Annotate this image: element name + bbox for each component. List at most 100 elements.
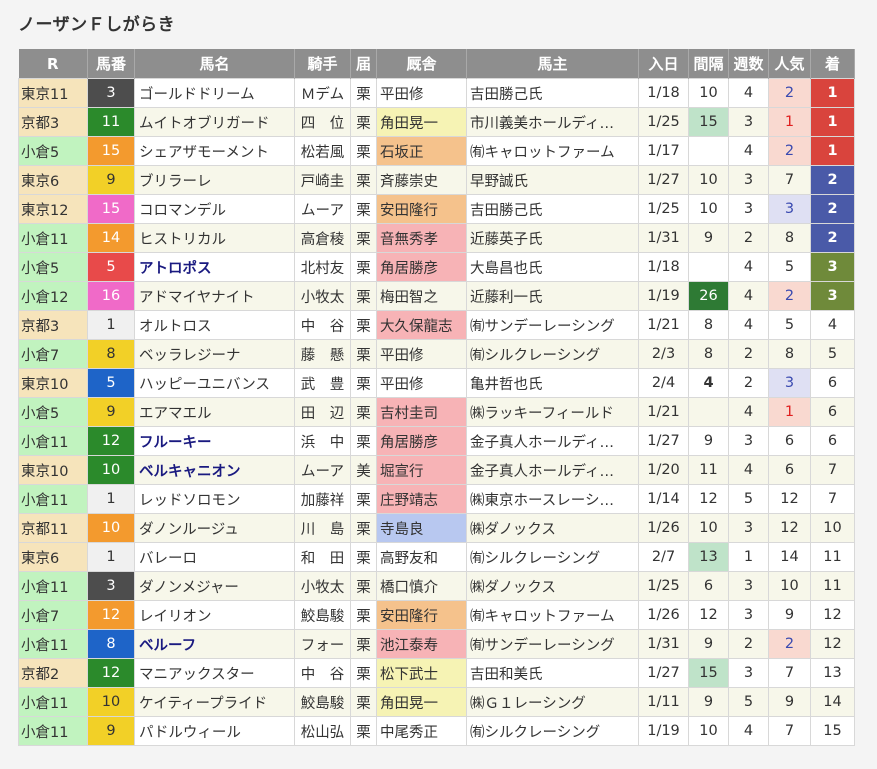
race-cell[interactable]: 小倉11 [18, 484, 88, 514]
horse-name-link[interactable]: ヒストリカル [134, 223, 295, 253]
race-cell[interactable]: 京都11 [18, 513, 88, 543]
header-horse-name[interactable]: 馬名 [134, 49, 295, 79]
table-row[interactable]: 東京12 15 コロマンデル ムーア栗安田隆行 吉田勝己氏 1/25 10 3 3 2 [18, 194, 855, 224]
horse-name-link[interactable]: フルーキー [134, 426, 295, 456]
table-row[interactable]: 小倉5 9 エアマエル田 辺栗吉村圭司 ㈱ラッキーフィールド 1/21 4 1 6 [18, 397, 855, 427]
interval-cell: 9 [688, 687, 729, 717]
horse-name-link[interactable]: レッドソロモン [134, 484, 295, 514]
race-cell[interactable]: 東京6 [18, 542, 88, 572]
table-row[interactable]: 東京10 5 ハッピーユニバンス武 豊栗平田修 亀井哲也氏 2/4 4 2 3 6 [18, 368, 855, 398]
finish-cell: 1 [810, 107, 855, 137]
stable-cell: 大久保龍志 [376, 310, 467, 340]
table-row[interactable]: 京都11 10 ダノンルージュ川 島栗寺島良 ㈱ダノックス 1/26 10 3 12 10 [18, 513, 855, 543]
race-cell[interactable]: 小倉5 [18, 136, 88, 166]
header-jockey[interactable]: 騎手 [294, 49, 351, 79]
horse-name-link[interactable]: ベルーフ [134, 629, 295, 659]
table-row[interactable]: 小倉11 8 ベルーフ フォー栗池江泰寿 ㈲サンデーレーシング 1/31 9 2 2 12 [18, 629, 855, 659]
table-row[interactable]: 小倉11 9 パドルウィール 松山弘栗中尾秀正 ㈲シルクレーシング 1/19 10 4 7 15 [18, 716, 855, 746]
horse-name-link[interactable]: ベルキャニオン [134, 455, 295, 485]
entry-date-cell: 1/18 [638, 252, 689, 282]
horse-name-link[interactable]: シェアザモーメント [134, 136, 295, 166]
todoke-cell: 栗 [350, 78, 377, 108]
entry-date-cell: 1/26 [638, 600, 689, 630]
table-row[interactable]: 小倉7 12 レイリオン 鮫島駿栗安田隆行 ㈲キャロットファーム 1/26 12 3 9 12 [18, 600, 855, 630]
table-row[interactable]: 小倉5 5 アトロポス 北村友栗角居勝彦 大島昌也氏 1/18 4 5 3 [18, 252, 855, 282]
table-row[interactable]: 小倉11 10 ケイティープライド 鮫島駿栗角田晃一 ㈱Ｇ１レーシング 1/11 9 5 9 14 [18, 687, 855, 717]
horse-name-link[interactable]: ダノンルージュ [134, 513, 295, 543]
race-cell[interactable]: 小倉12 [18, 281, 88, 311]
finish-cell: 11 [810, 542, 855, 572]
race-cell[interactable]: 東京11 [18, 78, 88, 108]
horse-name-link[interactable]: ダノンメジャー [134, 571, 295, 601]
header-interval[interactable]: 間隔 [688, 49, 729, 79]
horse-name-link[interactable]: マニアックスター [134, 658, 295, 688]
horse-name-link[interactable]: エアマエル [134, 397, 295, 427]
horse-name-link[interactable]: ムイトオブリガード [134, 107, 295, 137]
owner-cell: 大島昌也氏 [466, 252, 639, 282]
race-cell[interactable]: 京都3 [18, 107, 88, 137]
race-cell[interactable]: 小倉11 [18, 716, 88, 746]
owner-cell: 吉田勝己氏 [466, 194, 639, 224]
race-cell[interactable]: 小倉7 [18, 600, 88, 630]
race-cell[interactable]: 京都2 [18, 658, 88, 688]
horse-name-link[interactable]: ブリラーレ [134, 165, 295, 195]
header-race[interactable]: R [18, 49, 88, 79]
interval-cell: 12 [688, 600, 729, 630]
table-row[interactable]: 小倉11 12 フルーキー浜 中栗角居勝彦 金子真人ホールディ… 1/27 9 3 6 6 [18, 426, 855, 456]
race-cell[interactable]: 京都3 [18, 310, 88, 340]
owner-cell: 市川義美ホールディ… [466, 107, 639, 137]
owner-cell: ㈱Ｇ１レーシング [466, 687, 639, 717]
table-row[interactable]: 小倉7 8 ベッラレジーナ藤 懸栗平田修 ㈲シルクレーシング 2/3 8 2 8 5 [18, 339, 855, 369]
race-cell[interactable]: 小倉7 [18, 339, 88, 369]
popularity-cell: 12 [768, 484, 811, 514]
race-cell[interactable]: 小倉5 [18, 252, 88, 282]
horse-name-link[interactable]: レイリオン [134, 600, 295, 630]
table-row[interactable]: 京都3 11 ムイトオブリガード四 位栗角田晃一 市川義美ホールディ… 1/25 15 3 1… [18, 107, 855, 137]
horse-name-link[interactable]: バレーロ [134, 542, 295, 572]
horse-name-link[interactable]: ケイティープライド [134, 687, 295, 717]
table-row[interactable]: 小倉11 1 レッドソロモン 加藤祥栗庄野靖志 ㈱東京ホースレーシ… 1/14 12 5 12 7 [18, 484, 855, 514]
table-row[interactable]: 小倉12 16 アドマイヤナイト 小牧太栗梅田智之 近藤利一氏 1/19 26 4 2 3 [18, 281, 855, 311]
horse-name-link[interactable]: ハッピーユニバンス [134, 368, 295, 398]
race-cell[interactable]: 小倉11 [18, 571, 88, 601]
horse-name-link[interactable]: コロマンデル [134, 194, 295, 224]
race-cell[interactable]: 東京10 [18, 368, 88, 398]
header-owner[interactable]: 馬主 [466, 49, 639, 79]
horse-name-link[interactable]: アトロポス [134, 252, 295, 282]
horse-name-link[interactable]: ゴールドドリーム [134, 78, 295, 108]
table-row[interactable]: 小倉11 14 ヒストリカル 高倉稜栗音無秀孝 近藤英子氏 1/31 9 2 8 2 [18, 223, 855, 253]
header-entry-date[interactable]: 入日 [638, 49, 689, 79]
table-row[interactable]: 京都3 1 オルトロス中 谷栗大久保龍志 ㈲サンデーレーシング 1/21 8 4 5 4 [18, 310, 855, 340]
race-cell[interactable]: 小倉11 [18, 629, 88, 659]
umaban-cell: 5 [87, 368, 135, 398]
table-row[interactable]: 東京6 1 バレーロ和 田栗高野友和 ㈲シルクレーシング 2/7 13 1 14 11 [18, 542, 855, 572]
table-row[interactable]: 京都2 12 マニアックスター中 谷栗松下武士 吉田和美氏 1/27 15 3 7 13 [18, 658, 855, 688]
header-finish[interactable]: 着 [810, 49, 855, 79]
header-umaban[interactable]: 馬番 [87, 49, 135, 79]
weeks-cell: 4 [728, 310, 769, 340]
race-cell[interactable]: 東京6 [18, 165, 88, 195]
weeks-cell: 3 [728, 194, 769, 224]
header-popularity[interactable]: 人気 [768, 49, 811, 79]
race-cell[interactable]: 小倉11 [18, 426, 88, 456]
race-cell[interactable]: 東京10 [18, 455, 88, 485]
header-weeks[interactable]: 週数 [728, 49, 769, 79]
race-cell[interactable]: 東京12 [18, 194, 88, 224]
table-row[interactable]: 小倉5 15 シェアザモーメント 松若風栗石坂正 ㈲キャロットファーム 1/17 4 2 1 [18, 136, 855, 166]
header-stable[interactable]: 厩舎 [376, 49, 467, 79]
race-cell[interactable]: 小倉11 [18, 223, 88, 253]
table-row[interactable]: 東京11 3 ゴールドドリーム Ｍデム栗平田修 吉田勝己氏 1/18 10 4 2 1 [18, 78, 855, 108]
table-row[interactable]: 東京6 9 ブリラーレ 戸崎圭栗斉藤崇史 早野誠氏 1/27 10 3 7 2 [18, 165, 855, 195]
table-row[interactable]: 小倉11 3 ダノンメジャー 小牧太栗橋口慎介 ㈱ダノックス 1/25 6 3 10 11 [18, 571, 855, 601]
owner-cell: ㈲シルクレーシング [466, 542, 639, 572]
race-cell[interactable]: 小倉5 [18, 397, 88, 427]
horse-name-link[interactable]: オルトロス [134, 310, 295, 340]
todoke-cell: 栗 [350, 687, 377, 717]
header-todoke[interactable]: 届 [350, 49, 377, 79]
horse-name-link[interactable]: パドルウィール [134, 716, 295, 746]
race-cell[interactable]: 小倉11 [18, 687, 88, 717]
horse-name-link[interactable]: ベッラレジーナ [134, 339, 295, 369]
horse-name-link[interactable]: アドマイヤナイト [134, 281, 295, 311]
table-row[interactable]: 東京10 10 ベルキャニオン ムーア美堀宣行 金子真人ホールディ… 1/20 11 4 6 7 [18, 455, 855, 485]
jockey-cell: 四 位 [294, 107, 351, 137]
